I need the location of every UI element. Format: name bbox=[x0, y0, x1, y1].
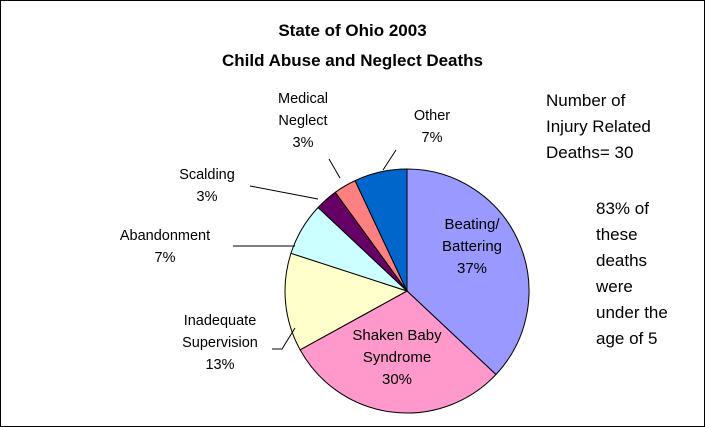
chart-title-line-1: State of Ohio 2003 bbox=[278, 21, 427, 40]
leader-line bbox=[249, 185, 319, 200]
slice-label-line: Battering bbox=[442, 238, 502, 255]
slice-label: Scalding 3% bbox=[179, 167, 235, 205]
slice-label: Medical Neglect 3% bbox=[278, 91, 328, 151]
pie-slice bbox=[354, 168, 408, 292]
chart-title-line-2: Child Abuse and Neglect Deaths bbox=[221, 51, 484, 70]
pie-slice bbox=[299, 290, 497, 414]
slice-label-line: 7% bbox=[422, 130, 443, 146]
slice-label-line: 3% bbox=[293, 135, 314, 151]
slice-label-line: Neglect bbox=[278, 113, 327, 129]
leader-line bbox=[272, 327, 296, 350]
slice-label-line: Medical bbox=[278, 91, 328, 107]
slice-label-line: Syndrome bbox=[363, 349, 431, 366]
slice-label-line: Beating/ bbox=[444, 216, 500, 233]
slice-label-line: 3% bbox=[197, 189, 218, 205]
slice-label: Beating/Battering 37% bbox=[442, 216, 502, 277]
slice-label-line: 7% bbox=[155, 250, 176, 266]
slice-label-line: 30% bbox=[382, 371, 412, 388]
slice-label-line: 13% bbox=[205, 357, 234, 373]
slice-label: Other 7% bbox=[414, 108, 450, 146]
pie-slice bbox=[284, 252, 409, 351]
slice-label: Inadequate Supervision 13% bbox=[182, 313, 258, 373]
pie-slice bbox=[406, 168, 530, 376]
slice-label: Abandonment 7% bbox=[120, 228, 210, 266]
slice-label-line: Supervision bbox=[182, 335, 258, 351]
slice-label: Shaken Baby Syndrome 30% bbox=[352, 327, 442, 388]
under-five-note: 83% of these deaths were under the age o… bbox=[596, 199, 668, 348]
slice-label-line: 37% bbox=[457, 260, 487, 277]
slice-label-line: Shaken Baby bbox=[352, 327, 442, 344]
leader-line bbox=[382, 149, 397, 171]
deaths-count-note: Number of Injury Related Deaths= 30 bbox=[546, 91, 651, 162]
slice-label-line: Inadequate bbox=[184, 313, 257, 329]
slice-label-line: Abandonment bbox=[120, 228, 210, 244]
leader-line bbox=[328, 158, 341, 179]
slice-label-line: Scalding bbox=[179, 167, 235, 183]
slice-label-line: Other bbox=[414, 108, 450, 124]
